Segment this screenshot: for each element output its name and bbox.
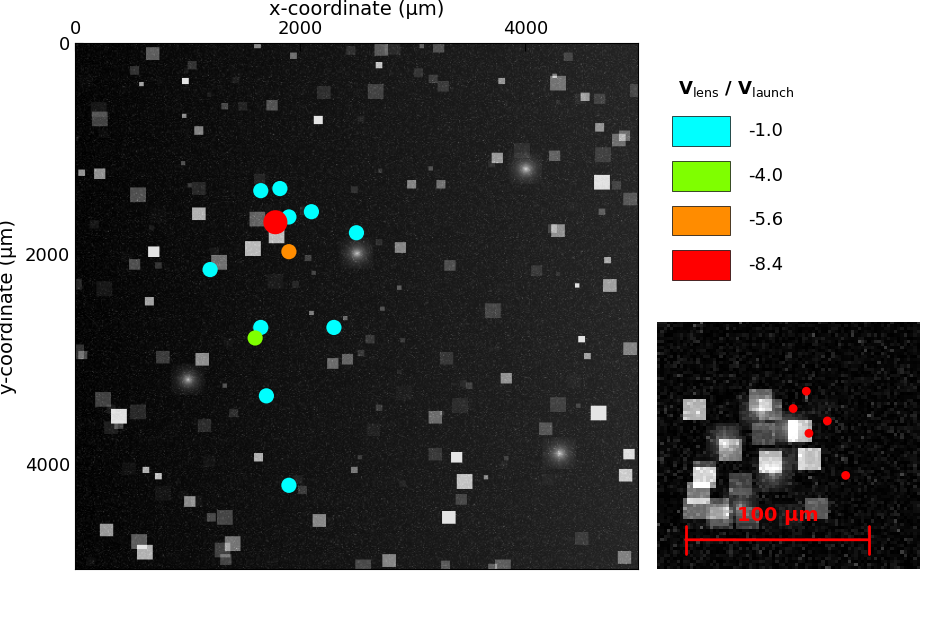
Text: V$_{\rm lens}$ / V$_{\rm launch}$: V$_{\rm lens}$ / V$_{\rm launch}$: [677, 79, 794, 99]
Point: [248, 333, 263, 343]
Point: [304, 207, 319, 217]
Point: [799, 386, 814, 396]
Point: [272, 184, 287, 194]
Point: [839, 470, 854, 480]
Text: -1.0: -1.0: [749, 122, 783, 141]
Point: [786, 404, 801, 413]
Point: [281, 247, 296, 257]
Point: [259, 391, 274, 401]
X-axis label: x-coordinate (μm): x-coordinate (μm): [269, 0, 444, 19]
Text: -5.6: -5.6: [749, 211, 783, 230]
FancyBboxPatch shape: [673, 161, 730, 191]
Text: -4.0: -4.0: [749, 167, 783, 185]
Point: [253, 186, 268, 196]
Point: [326, 322, 341, 332]
Text: -8.4: -8.4: [749, 256, 783, 274]
FancyBboxPatch shape: [673, 250, 730, 280]
FancyBboxPatch shape: [673, 206, 730, 235]
Text: 100 μm: 100 μm: [736, 506, 818, 524]
Point: [801, 428, 816, 438]
Point: [820, 416, 835, 426]
Point: [281, 480, 296, 490]
Point: [203, 265, 218, 275]
FancyBboxPatch shape: [673, 116, 730, 146]
Point: [281, 212, 296, 222]
Y-axis label: y-coordinate (μm): y-coordinate (μm): [0, 219, 17, 394]
Point: [268, 217, 283, 227]
Point: [349, 228, 364, 238]
Point: [253, 322, 268, 332]
